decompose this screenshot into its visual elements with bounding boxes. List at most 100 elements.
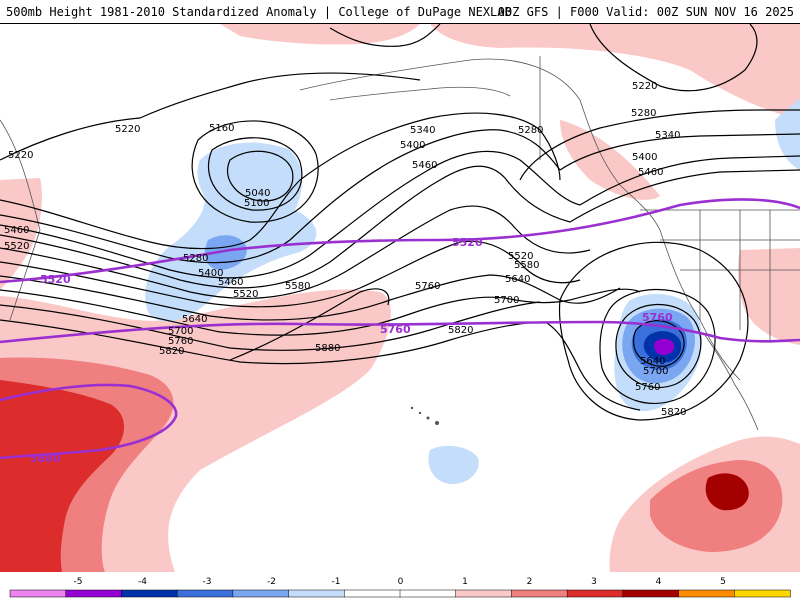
label-5700: 5700 (168, 326, 193, 337)
coastlines (0, 56, 800, 431)
label-5820: 5820 (159, 346, 184, 357)
contour-5880 (229, 288, 390, 361)
contour-cutoff-outer (558, 241, 749, 421)
label-5400: 5400 (198, 268, 223, 279)
legend-tick-label: 1 (462, 577, 468, 587)
label-5520: 5520 (508, 251, 533, 262)
label-5340: 5340 (410, 125, 435, 136)
legend-color-swatch (9, 589, 67, 598)
label-5400: 5400 (400, 140, 425, 151)
legend-tick-label: 2 (527, 577, 533, 587)
label-5460: 5460 (412, 160, 437, 171)
neg-anomaly-hawaii (428, 445, 479, 484)
legend-color-swatch (121, 589, 178, 598)
contour-cutoff-2 (615, 303, 702, 389)
label-5820: 5820 (448, 325, 473, 336)
legend-tick-label: -4 (138, 577, 147, 587)
label-5640: 5640 (640, 356, 665, 367)
legend-tick-label: -2 (267, 577, 276, 587)
contour-5760 (0, 301, 541, 351)
climo-line-5880 (0, 383, 178, 460)
pos3-anomaly-southeast (705, 473, 749, 511)
contour-5160 (191, 120, 319, 223)
legend-tick-label: 0 (398, 577, 404, 587)
header: 500mb Height 1981-2010 Standardized Anom… (0, 0, 800, 24)
label-5040: 5040 (245, 188, 270, 199)
legend-tick-label: -1 (332, 577, 341, 587)
contour-5820 (0, 319, 546, 365)
contour-5340 (0, 129, 561, 264)
legend-color-swatch (65, 589, 123, 598)
label-5280: 5280 (631, 108, 656, 119)
legend-color-swatch (344, 589, 401, 598)
contour-5700 (0, 288, 641, 336)
contour-5460 (0, 165, 571, 289)
height-contour-labels: 5220 5220 5220 5160 5040 5100 5280 5280 … (4, 81, 686, 418)
label-5580: 5580 (285, 281, 310, 292)
label-5640: 5640 (505, 274, 530, 285)
label-5700: 5700 (643, 366, 668, 377)
label-5460: 5460 (638, 167, 663, 178)
label-5220: 5220 (632, 81, 657, 92)
legend-tick-label: 5 (720, 577, 726, 587)
contour-5040 (227, 150, 294, 202)
state-lines (660, 210, 800, 340)
legend-color-swatch (288, 589, 346, 598)
legend-color-swatch (622, 589, 680, 598)
label-5760: 5760 (415, 281, 440, 292)
label-5400: 5400 (632, 152, 657, 163)
legend-color-swatch (455, 589, 513, 598)
height-contours (0, 24, 800, 421)
label-5340: 5340 (655, 130, 680, 141)
contour-5220-ring (589, 24, 758, 92)
legend-color-swatch (511, 589, 568, 598)
label-5700: 5700 (494, 295, 519, 306)
contour-cutoff-3 (599, 288, 716, 405)
legend-tick-label: 4 (656, 577, 662, 587)
pos-anomaly-top-center (220, 24, 420, 45)
legend-tick-label: -5 (74, 577, 83, 587)
climo-label-5760: 5760 (642, 311, 673, 324)
climatology-labels: 5520 5520 5760 5760 5880 (30, 236, 673, 465)
legend-color-swatch (176, 589, 234, 598)
pos-anomaly-conus-east (737, 248, 800, 345)
asia-coastline (0, 119, 41, 321)
baja-coastline (704, 334, 759, 431)
contour-ne-pacific-ridge (544, 321, 641, 411)
legend-tick-label: 3 (591, 577, 597, 587)
map-canvas: 5220 5220 5220 5160 5040 5100 5280 5280 … (0, 24, 800, 572)
label-5220: 5220 (8, 150, 33, 161)
climo-line-5520 (0, 198, 800, 284)
label-5220: 5220 (115, 124, 140, 135)
contour-5520 (0, 205, 591, 299)
climo-label-5880: 5880 (30, 452, 61, 465)
contour-cutoff-inner (633, 320, 685, 367)
label-5760: 5760 (168, 336, 193, 347)
pos-anomaly-alaska-coast (560, 120, 660, 200)
legend-color-swatch (232, 589, 290, 598)
pos-anomaly-nw-corner (0, 178, 42, 290)
legend-color-swatch (734, 589, 791, 598)
aleutian-chain (329, 86, 511, 101)
label-5160: 5160 (209, 123, 234, 134)
label-5580: 5580 (514, 260, 539, 271)
pos-anomaly-top-right (430, 24, 800, 120)
label-5640: 5640 (182, 314, 207, 325)
contour-5340-east (559, 133, 800, 171)
pos3-anomaly-west-pacific (0, 380, 125, 572)
contour-5280-north (0, 112, 561, 250)
contour-5400 (0, 150, 581, 279)
anomaly-color-legend: -5 -4 -3 -2 -1 0 1 2 3 4 5 (0, 572, 800, 600)
contour-5400-east (579, 155, 800, 206)
label-5100: 5100 (244, 198, 269, 209)
hawaii-islands (410, 406, 439, 425)
model-run-info: 00Z GFS | F000 Valid: 00Z SUN NOV 16 202… (497, 5, 794, 19)
label-5760: 5760 (635, 382, 660, 393)
neg5-anomaly-cutoff (654, 338, 675, 355)
alaska-coastline (299, 58, 741, 381)
contour-5580 (0, 240, 581, 308)
contour-5460-east (569, 169, 800, 223)
climo-label-5760: 5760 (380, 323, 411, 336)
climatology-lines (0, 198, 800, 460)
